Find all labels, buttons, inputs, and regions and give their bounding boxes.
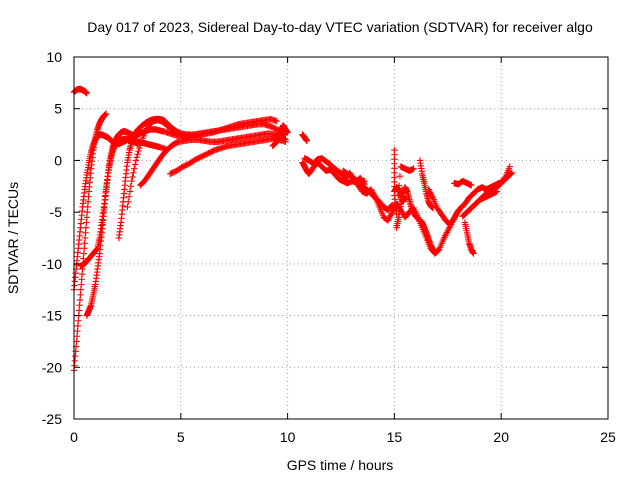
data-point-marker xyxy=(83,90,91,97)
data-point-marker xyxy=(393,211,400,218)
y-axis-label: SDTVAR / TECUs xyxy=(5,182,21,294)
x-tick-label: 15 xyxy=(387,429,403,445)
data-point-marker xyxy=(507,170,515,177)
data-point-marker xyxy=(126,188,134,195)
data-point-marker xyxy=(455,206,462,214)
data-point-marker xyxy=(282,130,289,137)
data-point-marker xyxy=(273,117,281,125)
data-point-marker xyxy=(124,203,131,211)
data-point-marker xyxy=(102,110,110,118)
data-point-marker xyxy=(129,173,136,181)
y-tick-label: -15 xyxy=(42,308,62,324)
x-tick-label: 0 xyxy=(70,429,78,445)
y-tick-label: -10 xyxy=(42,256,62,272)
data-point-marker xyxy=(135,147,142,155)
data-point-marker xyxy=(125,193,133,200)
y-tick-label: 10 xyxy=(46,49,62,65)
series-track-z xyxy=(269,130,289,150)
series-track-k xyxy=(301,155,351,182)
series-track-l xyxy=(299,131,311,144)
series-track-i xyxy=(70,85,91,97)
data-point-marker xyxy=(396,172,404,180)
x-axis-label: GPS time / hours xyxy=(287,457,394,473)
series-track-b xyxy=(70,110,110,374)
axis-ticks: 0 5 10 15 20 25 -25 -20 -15 -10 -5 0 5 10 xyxy=(42,49,616,445)
series-track-o xyxy=(354,177,396,214)
data-point-marker xyxy=(125,198,132,205)
plot-frame xyxy=(73,56,609,420)
data-point-marker xyxy=(136,144,143,152)
data-point-marker xyxy=(388,202,395,210)
chart-title: Day 017 of 2023, Sidereal Day-to-day VTE… xyxy=(87,19,593,35)
data-point-marker xyxy=(134,151,141,158)
data-point-marker xyxy=(282,138,289,146)
series-track-u xyxy=(451,177,475,189)
data-point-marker xyxy=(130,169,137,177)
x-tick-label: 5 xyxy=(177,429,185,445)
data-points xyxy=(70,85,516,374)
y-tick-label: -25 xyxy=(42,411,62,427)
data-point-marker xyxy=(394,201,401,208)
series-track-x xyxy=(391,184,409,205)
series-track-q xyxy=(391,146,417,218)
x-tick-label: 25 xyxy=(600,429,616,445)
data-point-marker xyxy=(303,137,311,144)
x-tick-label: 20 xyxy=(493,429,509,445)
data-point-marker xyxy=(133,154,140,161)
y-tick-label: -5 xyxy=(50,204,63,220)
grid xyxy=(74,57,608,419)
data-point-marker xyxy=(468,182,475,189)
series-track-t xyxy=(461,219,477,257)
series-track-w xyxy=(476,163,513,203)
series-track-s xyxy=(425,186,462,228)
y-tick-label: 0 xyxy=(54,152,62,168)
data-point-marker xyxy=(401,194,409,201)
data-point-marker xyxy=(501,175,508,182)
data-point-marker xyxy=(131,165,138,172)
data-point-marker xyxy=(128,177,135,185)
y-tick-label: -20 xyxy=(42,359,62,375)
y-tick-label: 5 xyxy=(54,101,62,117)
data-point-marker xyxy=(132,157,140,164)
data-point-marker xyxy=(410,165,417,172)
data-point-marker xyxy=(506,163,513,170)
data-point-marker xyxy=(281,130,288,138)
data-point-marker xyxy=(131,161,139,168)
x-tick-label: 10 xyxy=(280,429,296,445)
data-point-marker xyxy=(361,177,368,185)
series-track-f xyxy=(124,115,281,211)
data-point-marker xyxy=(127,183,135,190)
data-point-marker xyxy=(431,248,439,255)
data-point-marker xyxy=(470,250,477,257)
series-track-r xyxy=(416,157,437,212)
